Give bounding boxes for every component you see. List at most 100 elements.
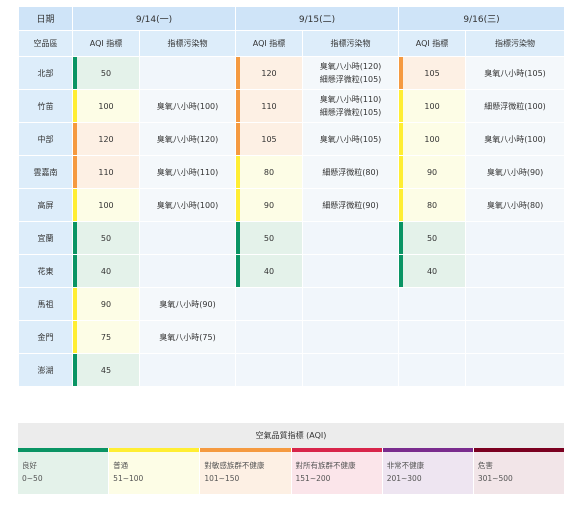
aqi-value-cell: 50 [72, 56, 140, 90]
aqi-value-cell: 80 [235, 155, 304, 189]
aqi-forecast-table: 日期 9/14(一) 9/15(二) 9/16(三) 空品區 AQI 指標 指標… [18, 6, 566, 387]
aqi-value-cell [398, 353, 467, 387]
aqi-value: 50 [263, 233, 275, 243]
aqi-level-indicator [236, 123, 241, 155]
aqi-value: 100 [98, 101, 114, 111]
pollutant-cell [302, 320, 400, 354]
aqi-level-indicator [73, 354, 77, 386]
region-name: 宜蘭 [18, 221, 73, 255]
aqi-legend: 空氣品質指標 (AQI) 良好 0~50 普通 51~100 對敏感族群不健康 101~1… [18, 423, 565, 494]
pollutant-text: 臭氧八小時(100) [156, 200, 219, 210]
legend-items: 良好 0~50 普通 51~100 對敏感族群不健康 101~150 對所有族群不健康 151… [18, 448, 565, 494]
pollutant-cell: 細懸浮微粒(80) [302, 155, 400, 189]
legend-label: 普通 [113, 461, 129, 470]
aqi-value-cell [398, 287, 467, 321]
legend-title: 空氣品質指標 (AQI) [18, 423, 564, 448]
aqi-value-cell: 100 [398, 89, 467, 123]
pollutant-cell: 臭氧八小時(100) [138, 188, 237, 222]
pollutant-text: 臭氧八小時(80) [486, 200, 544, 210]
table-row: 高屏 100 臭氧八小時(100) 90 細懸浮微粒(90) 80 臭氧八小時(80) [18, 188, 566, 222]
table-row: 宜蘭 50 50 50 [18, 221, 566, 255]
aqi-level-indicator [236, 156, 241, 188]
aqi-value: 50 [426, 233, 438, 243]
pollutant-column-header: 指標污染物 [302, 30, 400, 57]
aqi-column-header: AQI 指標 [235, 30, 304, 57]
aqi-value-cell: 90 [72, 287, 140, 321]
pollutant-text: 細懸浮微粒(90) [322, 200, 379, 210]
pollutant-text: 臭氧八小時(110) [319, 95, 382, 104]
aqi-level-indicator [399, 57, 404, 89]
aqi-value-cell: 90 [398, 155, 467, 189]
aqi-value: 90 [426, 167, 438, 177]
aqi-value-cell: 40 [72, 254, 140, 288]
aqi-value: 100 [424, 101, 440, 111]
aqi-value-cell: 50 [398, 221, 467, 255]
legend-label: 非常不健康 [386, 461, 425, 470]
aqi-value-cell [235, 320, 304, 354]
aqi-value-cell: 120 [235, 56, 304, 90]
aqi-level-indicator [399, 156, 404, 188]
aqi-value: 100 [424, 134, 440, 144]
legend-item-very-unhealthy: 非常不健康 201~300 [382, 448, 473, 494]
aqi-level-indicator [399, 90, 404, 122]
aqi-level-indicator [236, 57, 241, 89]
aqi-value-cell: 50 [72, 221, 140, 255]
aqi-value: 100 [98, 200, 114, 210]
pollutant-text: 細懸浮微粒(80) [322, 167, 379, 177]
aqi-level-indicator [73, 123, 77, 155]
pollutant-text: 臭氧八小時(120) [319, 62, 382, 71]
aqi-level-indicator [399, 255, 404, 287]
pollutant-cell: 細懸浮微粒(90) [302, 188, 400, 222]
pollutant-cell: 臭氧八小時(90) [465, 155, 566, 189]
aqi-value: 105 [261, 134, 277, 144]
pollutant-cell: 臭氧八小時(100) [138, 89, 237, 123]
region-name: 澎湖 [18, 353, 73, 387]
aqi-value-cell: 120 [72, 122, 140, 156]
aqi-value-cell: 100 [72, 89, 140, 123]
pollutant-cell [465, 221, 566, 255]
legend-range: 101~150 [204, 474, 240, 483]
pollutant-cell: 臭氧八小時(105) [302, 122, 400, 156]
aqi-value: 75 [100, 332, 112, 342]
legend-range: 201~300 [386, 474, 422, 483]
aqi-value: 80 [426, 200, 438, 210]
pollutant-cell: 臭氧八小時(90) [138, 287, 237, 321]
date-header-label: 日期 [18, 6, 73, 31]
aqi-value: 45 [100, 365, 112, 375]
legend-item-good: 良好 0~50 [18, 448, 109, 494]
legend-item-usg: 對敏感族群不健康 101~150 [200, 448, 291, 494]
aqi-value-cell: 110 [72, 155, 140, 189]
pollutant-cell: 臭氧八小時(110) 細懸浮微粒(105) [302, 89, 400, 123]
pollutant-text: 臭氧八小時(100) [484, 134, 546, 144]
region-name: 金門 [18, 320, 73, 354]
date-header-day-2: 9/15(二) [235, 6, 400, 31]
pollutant-cell [465, 320, 566, 354]
table-row: 北部 50 120 臭氧八小時(120) 細懸浮微粒(105) 105 臭氧八小時(105) [18, 56, 566, 90]
region-header-label: 空品區 [18, 30, 73, 57]
aqi-value-cell: 90 [235, 188, 304, 222]
legend-label: 良好 [22, 461, 37, 470]
aqi-value: 40 [426, 266, 438, 276]
aqi-level-indicator [399, 189, 404, 221]
aqi-value-cell: 80 [398, 188, 467, 222]
pollutant-cell [465, 353, 566, 387]
table-row: 澎湖 45 [18, 353, 566, 387]
aqi-value: 40 [100, 266, 112, 276]
aqi-level-indicator [73, 189, 77, 221]
aqi-level-indicator [236, 90, 241, 122]
aqi-value: 90 [100, 299, 112, 309]
aqi-value: 90 [263, 200, 275, 210]
aqi-value: 110 [261, 101, 277, 111]
pollutant-cell: 細懸浮微粒(100) [465, 89, 566, 123]
aqi-value-cell [398, 320, 467, 354]
aqi-value-cell: 105 [398, 56, 467, 90]
pollutant-text: 臭氧八小時(100) [156, 101, 219, 111]
aqi-value-cell: 100 [398, 122, 467, 156]
pollutant-cell: 臭氧八小時(120) [138, 122, 237, 156]
region-name: 雲嘉南 [18, 155, 73, 189]
pollutant-cell: 臭氧八小時(110) [138, 155, 237, 189]
aqi-table-body: 北部 50 120 臭氧八小時(120) 細懸浮微粒(105) 105 臭氧八小時(105)… [18, 56, 566, 387]
aqi-value-cell: 105 [235, 122, 304, 156]
aqi-value: 50 [100, 233, 112, 243]
table-row: 花東 40 40 40 [18, 254, 566, 288]
